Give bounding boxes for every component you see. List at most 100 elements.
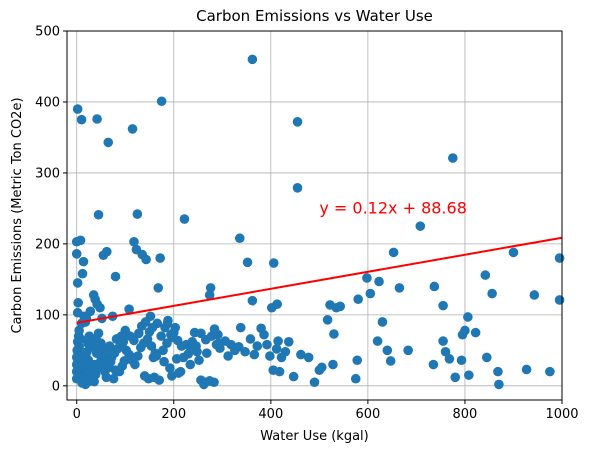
y-axis-label: Carbon Emissions (Metric Ton CO2e) — [10, 97, 25, 333]
y-tick-label: 300 — [35, 166, 60, 181]
data-point — [457, 329, 468, 340]
data-point — [403, 345, 413, 356]
data-point — [78, 256, 89, 267]
data-point — [75, 334, 86, 344]
data-point — [165, 363, 175, 373]
data-point — [175, 366, 186, 377]
x-tick-label: 200 — [161, 407, 186, 422]
data-point — [170, 322, 181, 333]
data-point — [470, 327, 481, 338]
data-point — [303, 352, 314, 363]
data-point — [448, 153, 458, 163]
data-point — [265, 351, 275, 361]
data-point — [382, 345, 393, 356]
data-point — [87, 341, 98, 352]
data-point — [223, 351, 233, 361]
data-point — [110, 271, 121, 282]
data-point — [554, 295, 565, 305]
data-point — [74, 341, 84, 352]
data-point — [154, 375, 165, 385]
data-point — [132, 209, 143, 219]
data-point — [75, 235, 86, 246]
chart-title: Carbon Emissions vs Water Use — [196, 7, 433, 25]
data-point — [95, 302, 105, 313]
x-tick-label: 400 — [258, 407, 283, 422]
data-point — [141, 254, 151, 265]
data-point — [199, 379, 209, 390]
regression-equation-label: y = 0.12x + 88.68 — [319, 198, 467, 217]
data-point — [464, 370, 474, 380]
data-point — [438, 336, 448, 346]
data-point — [377, 317, 388, 327]
data-point — [71, 249, 82, 259]
data-point — [77, 268, 88, 279]
data-point — [204, 290, 215, 300]
data-point — [93, 328, 104, 339]
data-point — [353, 294, 363, 305]
data-point — [309, 377, 320, 388]
data-point — [153, 283, 164, 293]
data-point — [292, 183, 303, 193]
data-point — [292, 117, 303, 127]
data-point — [171, 354, 182, 364]
data-point — [133, 351, 143, 361]
data-point — [73, 297, 83, 308]
data-point — [242, 257, 253, 268]
data-point — [71, 373, 82, 384]
data-point — [428, 359, 439, 370]
data-point — [365, 288, 376, 299]
y-tick-label: 100 — [35, 308, 60, 323]
data-point — [140, 317, 151, 327]
data-point — [185, 359, 196, 370]
data-point — [262, 339, 272, 350]
data-point — [274, 366, 285, 377]
data-point — [415, 221, 426, 231]
data-point — [92, 114, 102, 124]
data-point — [362, 273, 372, 283]
data-point — [249, 349, 260, 360]
data-point — [247, 295, 258, 306]
data-point — [385, 356, 396, 366]
scatter-points — [71, 54, 565, 390]
data-point — [554, 253, 565, 263]
data-point — [158, 345, 168, 356]
data-point — [139, 371, 150, 381]
data-point — [129, 335, 139, 346]
data-point — [328, 359, 338, 370]
data-point — [429, 281, 440, 292]
data-point — [296, 349, 306, 360]
data-point — [322, 315, 333, 325]
data-point — [271, 344, 282, 354]
data-point — [316, 362, 327, 373]
data-point — [146, 341, 157, 351]
data-point — [179, 214, 190, 224]
data-point — [194, 355, 204, 366]
data-point — [372, 336, 383, 346]
regression-line — [76, 236, 563, 324]
data-point — [152, 318, 163, 329]
data-point — [272, 299, 282, 310]
y-tick-label: 400 — [35, 95, 60, 110]
data-point — [71, 352, 82, 363]
data-point — [98, 250, 109, 261]
data-point — [226, 339, 236, 350]
data-point — [521, 364, 532, 375]
data-point — [130, 359, 140, 370]
data-point — [234, 233, 245, 244]
data-point — [209, 324, 220, 334]
data-point — [205, 283, 216, 293]
data-point — [159, 356, 169, 367]
data-point — [73, 363, 83, 373]
x-tick-label: 600 — [355, 407, 380, 422]
data-point — [545, 366, 555, 377]
data-point — [394, 283, 405, 293]
data-point — [235, 322, 246, 333]
x-tick-label: 800 — [453, 407, 478, 422]
data-point — [494, 379, 504, 390]
y-tick-label: 200 — [35, 237, 60, 252]
data-point — [276, 352, 287, 363]
data-point — [150, 348, 161, 358]
data-point — [163, 315, 173, 326]
data-point — [101, 372, 112, 383]
